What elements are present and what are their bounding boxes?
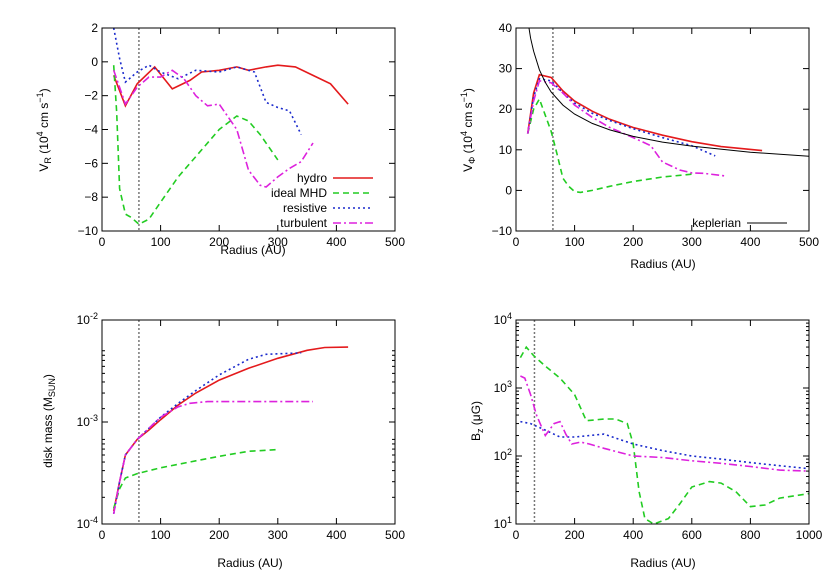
panel-vphi-ytick-label: 10 [499, 143, 513, 157]
panel-vphi-xtick-label: 400 [740, 235, 760, 249]
panel-vphi: VΦ (104 cm s−1) Radius (AU) 0 100 200 300 40… [459, 21, 819, 271]
panel-vr-frame [101, 27, 396, 232]
panel-disk-mass-xlabel: Radius (AU) [217, 556, 282, 570]
panel-bz-frame [515, 319, 810, 525]
panel-disk-mass-ylabel: disk mass (MSUN) [41, 374, 57, 468]
panel-vphi-series-hydro [526, 73, 763, 152]
panel-bz-series-turbulent [520, 375, 809, 472]
panel-vphi-frame [515, 27, 810, 232]
panel-vphi-ytick-label: 40 [499, 21, 513, 35]
panel-disk-mass-frame [101, 319, 396, 525]
panel-vr-xtick-label: 0 [99, 235, 106, 249]
panel-vphi-ytick-label: −10 [492, 224, 513, 238]
panel-vr-legend-label: turbulent [280, 216, 327, 230]
panel-vr-ytick-label: −2 [84, 89, 98, 103]
panel-vr-ytick-label: 2 [91, 21, 98, 35]
panel-vphi-xtick-label: 0 [513, 235, 520, 249]
panel-disk-mass-series-hydro [112, 346, 349, 512]
panel-vr-xtick-label: 100 [151, 235, 171, 249]
panel-disk-mass-ytick-label: 10-3 [77, 413, 98, 429]
panel-vr-legend-label: ideal MHD [271, 186, 327, 200]
panel-vr-xlabel: Radius (AU) [220, 243, 285, 257]
panel-vr-ylabel: VR (104 cm s−1) [35, 88, 53, 171]
panel-vr-legend-label: hydro [297, 171, 327, 185]
panel-disk-mass-xtick-label: 200 [209, 528, 229, 542]
panel-vphi-series-ideal-mhd [526, 97, 692, 194]
panel-bz-series-ideal-mhd [519, 345, 809, 524]
panel-vr-ytick-label: −8 [84, 190, 98, 204]
panel-bz-xtick-label: 400 [623, 528, 643, 542]
panel-bz-xtick-label: 1000 [796, 528, 823, 542]
panel-vphi-ytick-label: 30 [499, 62, 513, 76]
panel-vphi-xtick-label: 500 [799, 235, 819, 249]
panel-vr-series-turbulent [112, 69, 314, 188]
panel-vr-ytick-label: −4 [84, 123, 98, 137]
panel-bz-ytick-label: 103 [494, 379, 512, 395]
panel-bz-xtick-label: 600 [682, 528, 702, 542]
panel-bz-xtick-label: 200 [565, 528, 585, 542]
panel-vphi-xtick-label: 100 [565, 235, 585, 249]
panel-bz-ytick-label: 101 [494, 515, 512, 531]
panel-vphi-ytick-label: 0 [505, 183, 512, 197]
panel-bz-xlabel: Radius (AU) [630, 556, 695, 570]
panel-vr-xtick-label: 400 [326, 235, 346, 249]
panel-disk-mass-ytick-label: 10-4 [77, 515, 98, 531]
panel-vphi-ylabel: VΦ (104 cm s−1) [459, 88, 477, 172]
panel-vphi-xtick-label: 200 [623, 235, 643, 249]
panel-disk-mass-series-turbulent [112, 400, 313, 515]
panel-vr-series-resistive [112, 28, 302, 135]
panel-disk-mass-xtick-label: 0 [99, 528, 106, 542]
panel-bz: Bz (μG) Radius (AU) 0 200 400 600 800 1000 101… [469, 311, 823, 570]
panel-vr-xtick-label: 300 [268, 235, 288, 249]
panel-disk-mass-ytick-label: 10-2 [77, 311, 98, 327]
panel-disk-mass-series-ideal-mhd [112, 448, 278, 509]
panel-vr-ytick-label: 0 [91, 55, 98, 69]
panel-disk-mass-xtick-label: 300 [268, 528, 288, 542]
panel-disk-mass-xtick-label: 500 [385, 528, 405, 542]
panel-vr-series-hydro [112, 64, 349, 108]
panel-vr-ytick-label: −10 [78, 224, 99, 238]
panel-bz-ytick-label: 102 [494, 447, 512, 463]
panel-vphi-legend-label: keplerian [692, 216, 741, 230]
panel-bz-xtick-label: 0 [513, 528, 520, 542]
panel-vphi-xtick-label: 300 [682, 235, 702, 249]
panel-vphi-series-resistive [526, 77, 716, 157]
panel-disk-mass: disk mass (MSUN) Radius (AU) 0 100 200 300 4… [41, 311, 405, 570]
panel-vr-legend-label: resistive [283, 201, 327, 215]
panel-disk-mass-series-resistive [112, 352, 302, 515]
panel-vr: VR (104 cm s−1) Radius (AU) 0 100 200 300 40… [35, 21, 405, 257]
panel-bz-xtick-label: 800 [740, 528, 760, 542]
panel-bz-series-resistive [520, 420, 809, 470]
panel-bz-ylabel: Bz (μG) [469, 401, 485, 441]
panel-vr-xtick-label: 200 [209, 235, 229, 249]
panel-vphi-series-turbulent [526, 79, 728, 177]
panel-vr-series-ideal-mhd [112, 65, 279, 226]
panel-vphi-xlabel: Radius (AU) [630, 257, 695, 271]
panel-vr-xtick-label: 500 [385, 235, 405, 249]
panel-vphi-ytick-label: 20 [499, 102, 513, 116]
panel-vphi-series-keplerian [528, 28, 809, 157]
panel-disk-mass-xtick-label: 100 [151, 528, 171, 542]
panel-disk-mass-xtick-label: 400 [326, 528, 346, 542]
panel-bz-ytick-label: 104 [494, 311, 512, 327]
panel-vr-ytick-label: −6 [84, 156, 98, 170]
